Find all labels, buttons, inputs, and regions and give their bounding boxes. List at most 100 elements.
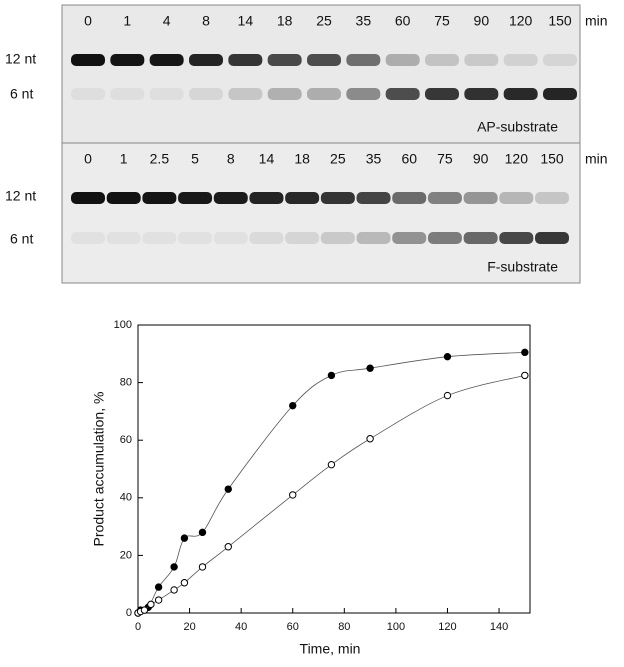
band-12nt	[464, 54, 499, 66]
lane-label: 35	[356, 13, 372, 29]
band-6nt	[392, 232, 427, 244]
band-12nt	[178, 192, 213, 204]
band-12nt	[285, 192, 320, 204]
x-tick-label: 80	[338, 621, 350, 633]
band-12nt	[320, 192, 355, 204]
lane-label: 14	[238, 13, 254, 29]
band-6nt	[228, 88, 263, 100]
band-12nt	[267, 54, 302, 66]
lane-label: 18	[277, 13, 293, 29]
band-12nt	[71, 54, 105, 66]
unit: min	[585, 13, 608, 29]
point	[366, 364, 374, 372]
band-label: 6 nt	[10, 86, 33, 102]
x-tick-label: 60	[287, 621, 299, 633]
y-tick-label: 80	[120, 377, 132, 389]
band-6nt	[499, 232, 534, 244]
lane-label: 2.5	[150, 151, 170, 167]
point	[224, 485, 232, 493]
curve	[137, 375, 525, 614]
band-12nt	[149, 54, 184, 66]
band-6nt	[464, 88, 499, 100]
band-12nt	[356, 192, 391, 204]
band-6nt	[385, 88, 420, 100]
y-tick-label: 100	[114, 319, 132, 331]
band-6nt	[71, 88, 105, 100]
point	[198, 563, 207, 571]
point	[327, 371, 336, 380]
band-6nt	[267, 88, 302, 100]
gel-top	[61, 4, 581, 144]
point	[443, 352, 452, 361]
lane-label: 90	[473, 151, 489, 167]
point	[366, 435, 374, 443]
lane-label: 14	[259, 151, 275, 167]
band-12nt	[385, 54, 420, 66]
x-axis-label: Time, min	[300, 641, 361, 657]
band-6nt	[535, 232, 569, 244]
lane-label: 0	[84, 13, 92, 29]
point	[147, 600, 155, 609]
point	[154, 596, 163, 604]
unit: min	[585, 151, 608, 167]
point	[224, 543, 232, 551]
band-12nt	[535, 192, 569, 204]
point	[180, 579, 189, 587]
lane-label: 120	[509, 13, 533, 29]
lane-label: 0	[84, 151, 92, 167]
band-6nt	[189, 88, 223, 100]
point	[154, 583, 163, 591]
point	[521, 371, 529, 380]
band-12nt	[110, 54, 145, 66]
lane-label: 120	[505, 151, 529, 167]
y-tick-label: 40	[120, 492, 132, 504]
band-6nt	[543, 88, 577, 100]
band-12nt	[249, 192, 284, 204]
lane-label: 25	[330, 151, 346, 167]
band-6nt	[320, 232, 355, 244]
band-6nt	[249, 232, 284, 244]
lane-label: 35	[366, 151, 382, 167]
y-tick-label: 0	[126, 607, 132, 619]
y-axis-label: Product accumulation, %	[91, 392, 107, 547]
x-tick-label: 120	[438, 621, 456, 633]
lane-label: 150	[540, 151, 564, 167]
gel-label: AP-substrate	[477, 119, 558, 135]
band-12nt	[189, 54, 223, 66]
band-6nt	[307, 88, 341, 100]
point	[443, 391, 452, 400]
band-12nt	[307, 54, 341, 66]
band-12nt	[142, 192, 177, 204]
lane-label: 1	[120, 151, 128, 167]
gel-label: F-substrate	[487, 259, 558, 275]
band-label: 12 nt	[5, 188, 36, 204]
lane-label: 75	[434, 13, 450, 29]
lane-label: 150	[548, 13, 572, 29]
band-label: 6 nt	[10, 231, 33, 247]
y-tick-label: 60	[120, 434, 132, 446]
point	[521, 348, 529, 357]
band-12nt	[106, 192, 141, 204]
band-12nt	[503, 54, 538, 66]
band-12nt	[392, 192, 427, 204]
lane-label: 4	[163, 13, 171, 29]
band-6nt	[463, 232, 498, 244]
band-label: 12 nt	[5, 51, 36, 67]
band-12nt	[213, 192, 248, 204]
lane-label: 25	[316, 13, 332, 29]
band-12nt	[543, 54, 577, 66]
band-12nt	[463, 192, 498, 204]
lane-label: 5	[191, 151, 199, 167]
x-tick-label: 100	[387, 621, 405, 633]
band-6nt	[110, 88, 145, 100]
band-6nt	[178, 232, 213, 244]
band-6nt	[346, 88, 381, 100]
lane-label: 75	[437, 151, 453, 167]
point	[180, 534, 189, 542]
lane-label: 1	[123, 13, 131, 29]
point	[289, 401, 297, 410]
lane-label: 8	[202, 13, 210, 29]
band-12nt	[499, 192, 534, 204]
gel-bottom	[61, 142, 581, 284]
band-6nt	[425, 88, 459, 100]
